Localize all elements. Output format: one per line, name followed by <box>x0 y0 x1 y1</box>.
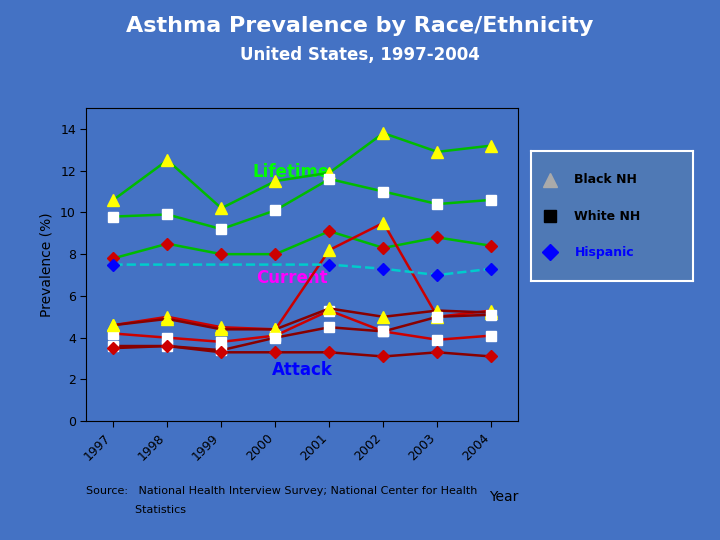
Text: Lifetime: Lifetime <box>253 163 330 181</box>
Text: Source:   National Health Interview Survey; National Center for Health: Source: National Health Interview Survey… <box>86 486 478 496</box>
Text: Asthma Prevalence by Race/Ethnicity: Asthma Prevalence by Race/Ethnicity <box>126 16 594 36</box>
Text: Black NH: Black NH <box>575 173 637 186</box>
Text: Statistics: Statistics <box>86 505 186 515</box>
Text: Current: Current <box>256 269 328 287</box>
Y-axis label: Prevalence (%): Prevalence (%) <box>39 212 53 317</box>
Text: Attack: Attack <box>272 361 333 379</box>
Text: Hispanic: Hispanic <box>575 246 634 259</box>
Text: White NH: White NH <box>575 210 641 222</box>
Text: United States, 1997-2004: United States, 1997-2004 <box>240 46 480 64</box>
Text: Year: Year <box>489 490 518 504</box>
